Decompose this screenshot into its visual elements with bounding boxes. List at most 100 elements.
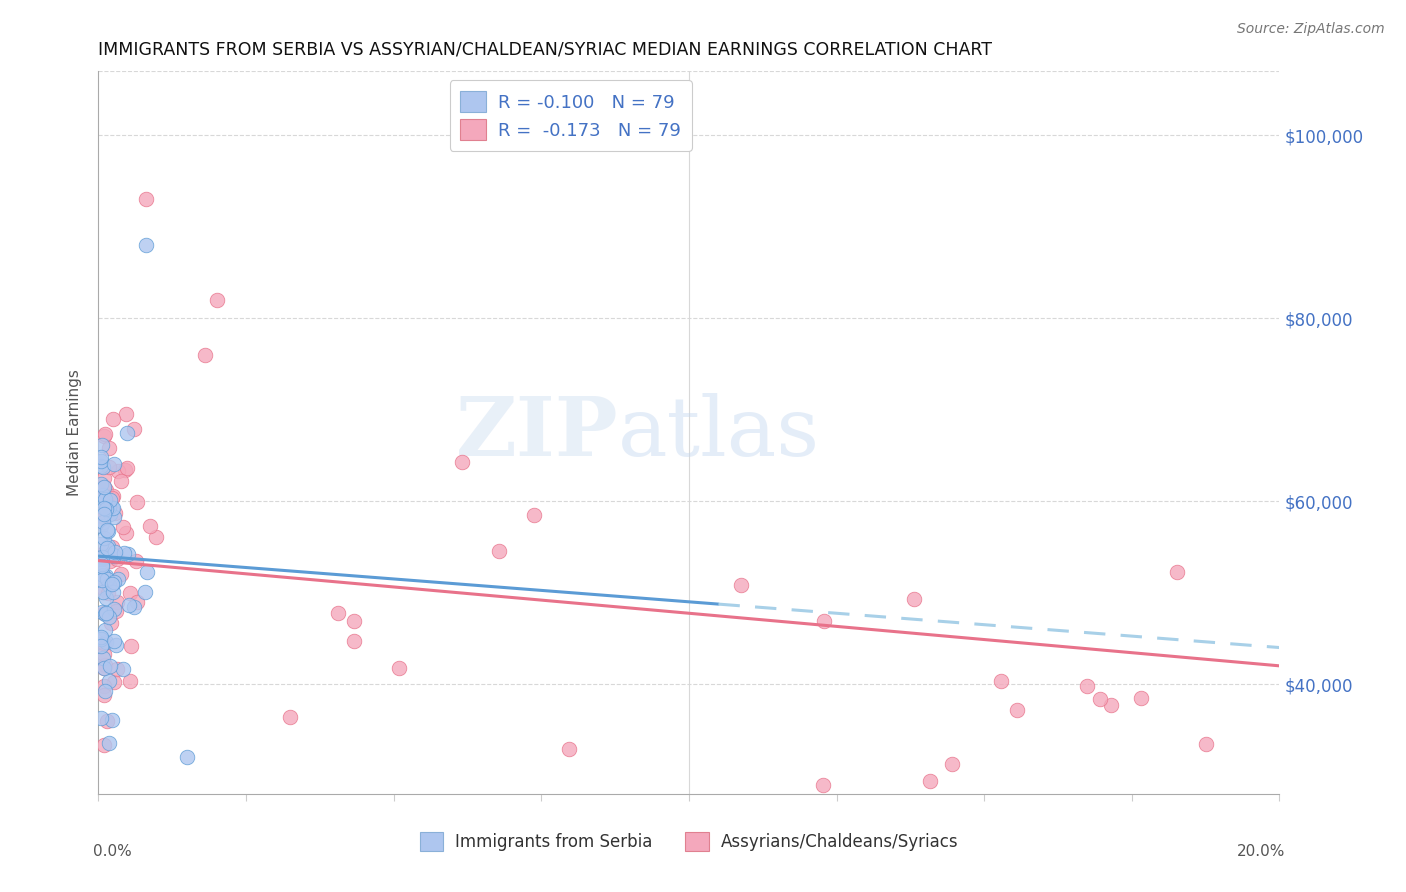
Text: IMMIGRANTS FROM SERBIA VS ASSYRIAN/CHALDEAN/SYRIAC MEDIAN EARNINGS CORRELATION C: IMMIGRANTS FROM SERBIA VS ASSYRIAN/CHALD… [98, 41, 993, 59]
Text: 0.0%: 0.0% [93, 845, 131, 860]
Point [96, 714, 118, 729]
Point [93, 550, 115, 565]
Point [93, 492, 115, 507]
Point [101, 584, 124, 599]
Point [103, 412, 125, 426]
Point [93, 606, 115, 620]
Point [1166, 565, 1188, 579]
Point [94, 634, 117, 648]
Point [93, 679, 115, 693]
Point [90, 454, 112, 468]
Point [101, 577, 124, 591]
Point [96, 502, 118, 516]
Point [90, 630, 112, 644]
Point [93, 471, 115, 485]
Point [1088, 692, 1111, 706]
Point [90, 537, 112, 551]
Point [388, 660, 411, 674]
Point [135, 238, 157, 252]
Point [118, 599, 141, 613]
Point [97, 500, 120, 514]
Point [97, 524, 120, 538]
Point [93, 661, 115, 675]
Point [134, 585, 156, 599]
Point [105, 638, 128, 652]
Point [91, 557, 114, 571]
Point [98, 736, 121, 750]
Point [93, 510, 115, 524]
Point [97, 540, 120, 554]
Point [127, 595, 149, 609]
Point [93, 658, 115, 673]
Point [94, 501, 117, 516]
Point [115, 460, 138, 475]
Point [94, 607, 117, 621]
Point [1130, 691, 1153, 706]
Point [326, 607, 349, 621]
Point [93, 531, 115, 545]
Point [98, 578, 121, 592]
Point [100, 616, 122, 631]
Point [91, 515, 114, 529]
Point [90, 476, 112, 491]
Point [93, 479, 115, 493]
Point [93, 480, 115, 494]
Point [101, 547, 124, 561]
Point [122, 599, 145, 614]
Point [122, 422, 145, 436]
Point [101, 713, 124, 727]
Point [523, 508, 546, 522]
Point [101, 500, 124, 515]
Point [91, 551, 114, 566]
Point [103, 510, 125, 524]
Text: ZIP: ZIP [456, 392, 619, 473]
Point [343, 615, 366, 629]
Point [941, 757, 963, 772]
Point [97, 674, 120, 689]
Point [93, 427, 115, 442]
Point [194, 348, 217, 362]
Text: Source: ZipAtlas.com: Source: ZipAtlas.com [1237, 22, 1385, 37]
Point [93, 546, 115, 560]
Point [101, 549, 124, 563]
Point [90, 711, 112, 725]
Point [103, 574, 125, 589]
Point [145, 530, 167, 544]
Point [730, 578, 752, 592]
Text: 20.0%: 20.0% [1237, 845, 1285, 860]
Point [90, 438, 112, 452]
Point [920, 774, 942, 789]
Point [97, 460, 120, 475]
Point [94, 684, 117, 698]
Point [101, 489, 124, 503]
Point [558, 742, 581, 756]
Point [813, 614, 835, 628]
Point [96, 523, 118, 537]
Point [103, 458, 125, 472]
Point [1195, 737, 1218, 751]
Point [90, 639, 112, 653]
Point [96, 483, 118, 497]
Point [91, 488, 114, 502]
Point [118, 673, 141, 688]
Point [103, 506, 125, 520]
Point [105, 662, 128, 676]
Point [103, 675, 125, 690]
Point [117, 426, 139, 441]
Point [93, 582, 115, 597]
Point [101, 501, 124, 516]
Point [90, 518, 112, 533]
Point [811, 778, 834, 792]
Point [176, 750, 198, 764]
Point [1076, 679, 1098, 693]
Point [110, 566, 132, 581]
Point [98, 507, 121, 521]
Point [93, 688, 115, 702]
Point [90, 450, 112, 464]
Point [112, 546, 135, 560]
Point [990, 673, 1012, 688]
Point [93, 636, 115, 650]
Point [107, 464, 129, 478]
Point [103, 634, 125, 648]
Legend: Immigrants from Serbia, Assyrians/Chaldeans/Syriacs: Immigrants from Serbia, Assyrians/Chalde… [413, 825, 965, 858]
